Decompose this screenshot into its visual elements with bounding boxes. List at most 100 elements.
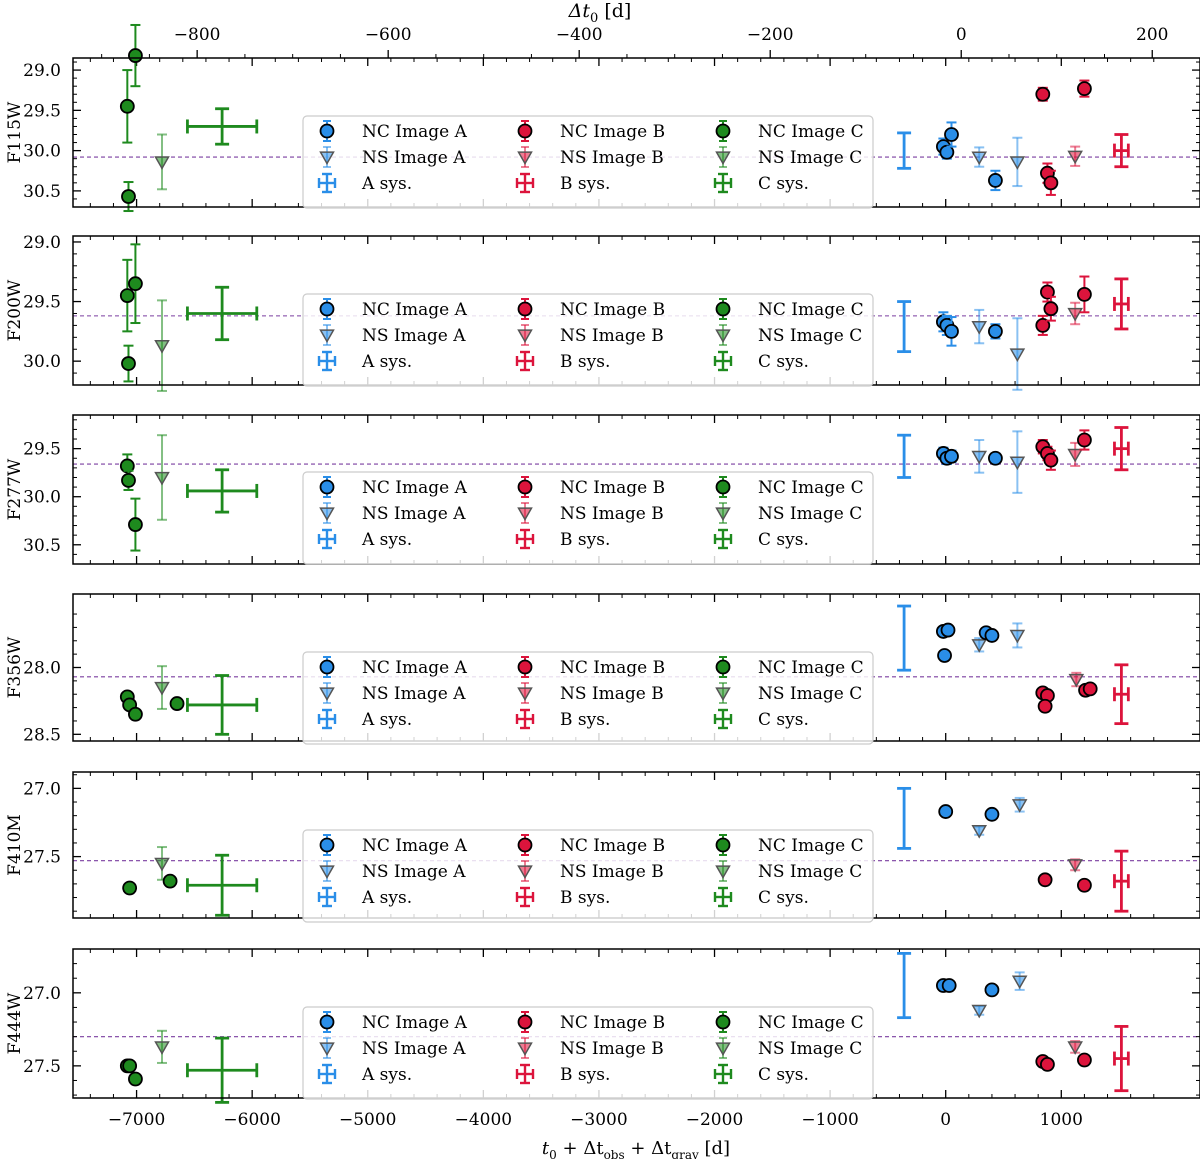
nc-image-a-point bbox=[988, 323, 1003, 339]
legend-label-sys_c: C sys. bbox=[758, 710, 809, 730]
ns-image-b-point bbox=[1067, 307, 1083, 322]
nc-image-c-point bbox=[169, 696, 185, 711]
y-tick-label: 27.0 bbox=[23, 779, 61, 799]
x-axis-label: t0 + Δtobs + Δtgrav [d] bbox=[542, 1138, 730, 1159]
legend-marker-triangle bbox=[715, 151, 731, 166]
legend-label-nc_c: NC Image C bbox=[758, 300, 864, 320]
bottom-axis: −7000 −6000 −5000 −4000 −3000 −2000 −1000 0 1000… bbox=[108, 1110, 1083, 1162]
legend-marker-triangle bbox=[517, 687, 533, 702]
legend-label-ns_c: NS Image C bbox=[758, 684, 862, 704]
top-tick-label: 0 bbox=[956, 25, 967, 45]
legend-marker-triangle bbox=[715, 687, 731, 702]
legend-label-ns_c: NS Image C bbox=[758, 326, 862, 346]
ns-image-c-point bbox=[154, 857, 170, 872]
y-tick-label: 29.5 bbox=[23, 440, 61, 460]
y-tick-label: 29.5 bbox=[23, 101, 61, 121]
legend-label-nc_c: NC Image C bbox=[758, 122, 864, 142]
nc-image-a-point bbox=[940, 622, 956, 638]
ns-image-a-point bbox=[971, 825, 988, 839]
legend-marker-circle bbox=[517, 123, 533, 139]
nc-image-a-point bbox=[944, 448, 959, 464]
legend-label-ns_b: NS Image B bbox=[560, 148, 664, 168]
legend-label-ns_b: NS Image B bbox=[560, 1039, 664, 1059]
nc-image-b-point bbox=[1043, 175, 1059, 191]
top-axis-label: Δt0 [d] bbox=[568, 0, 632, 26]
legend: NC Image A NS Image A A sys. NC Image B NS I… bbox=[302, 1006, 874, 1100]
legend-marker-circle bbox=[517, 659, 533, 675]
legend-marker-triangle bbox=[517, 1042, 533, 1057]
legend-marker-circle bbox=[517, 837, 533, 853]
y-tick-label: 29.0 bbox=[23, 61, 61, 81]
nc-image-a-point bbox=[941, 978, 957, 993]
legend-marker-triangle bbox=[715, 507, 731, 522]
legend-label-sys_b: B sys. bbox=[560, 352, 610, 372]
y-tick-label: 30.0 bbox=[23, 142, 61, 162]
ns-image-a-point bbox=[1009, 629, 1026, 644]
legend-marker-triangle bbox=[319, 865, 335, 880]
legend: NC Image A NS Image A A sys. NC Image B NS I… bbox=[302, 651, 874, 745]
top-tick-label: −600 bbox=[365, 25, 412, 45]
legend-label-ns_a: NS Image A bbox=[362, 1039, 466, 1059]
ns-image-a-point bbox=[1009, 156, 1026, 170]
ns-image-b-point bbox=[1067, 150, 1083, 165]
panel-f277w: 29.5 30.0 30.5 F277W NC Image A NS Image A A s… bbox=[5, 414, 1200, 565]
top-tick-label: −400 bbox=[556, 25, 603, 45]
nc-image-c-point bbox=[122, 880, 138, 896]
legend: NC Image A NS Image A A sys. NC Image B NS I… bbox=[302, 829, 874, 923]
ns-image-a-point bbox=[971, 639, 988, 653]
nc-image-b-point bbox=[1037, 698, 1053, 714]
nc-image-c-point bbox=[128, 48, 143, 63]
ns-image-c-point bbox=[154, 340, 170, 354]
nc-image-b-point bbox=[1077, 287, 1092, 302]
y-tick-label: 29.0 bbox=[23, 233, 61, 253]
x-tick-label: −7000 bbox=[108, 1110, 166, 1130]
nc-image-b-point bbox=[1040, 1057, 1055, 1072]
legend-label-ns_a: NS Image A bbox=[362, 504, 466, 524]
legend-marker-triangle bbox=[319, 329, 335, 344]
nc-image-a-point bbox=[988, 173, 1003, 188]
ns-image-a-point bbox=[1009, 348, 1026, 363]
legend-label-nc_a: NC Image A bbox=[362, 478, 468, 498]
ns-image-a-point bbox=[971, 450, 988, 465]
y-tick-label: 28.0 bbox=[23, 659, 61, 679]
legend-label-ns_c: NS Image C bbox=[758, 148, 862, 168]
legend-marker-triangle bbox=[319, 687, 335, 702]
nc-image-c-point bbox=[128, 276, 143, 292]
panel-f115w: 29.0 29.5 30.0 30.5 F115W NC Image A NS Image … bbox=[5, 23, 1200, 213]
legend-marker-circle bbox=[715, 1014, 731, 1030]
legend-marker-circle bbox=[715, 301, 731, 317]
nc-image-c-point bbox=[119, 98, 135, 114]
ns-image-b-point bbox=[1067, 859, 1083, 873]
legend-label-sys_a: A sys. bbox=[361, 352, 412, 372]
y-axis-label: F356W bbox=[5, 636, 25, 698]
legend-marker-circle bbox=[517, 1014, 533, 1030]
legend-marker-circle bbox=[319, 123, 335, 139]
legend-label-nc_b: NC Image B bbox=[560, 122, 665, 142]
legend-marker-circle bbox=[319, 1014, 335, 1030]
x-tick-label: −5000 bbox=[339, 1110, 397, 1130]
ns-image-a-point bbox=[971, 320, 988, 335]
legend: NC Image A NS Image A A sys. NC Image B NS I… bbox=[302, 293, 874, 387]
legend-label-nc_a: NC Image A bbox=[362, 836, 468, 856]
legend-label-sys_a: A sys. bbox=[361, 530, 412, 550]
nc-image-a-point bbox=[944, 323, 959, 339]
legend-label-ns_a: NS Image A bbox=[362, 684, 466, 704]
legend-marker-circle bbox=[715, 837, 731, 853]
legend-marker-circle bbox=[715, 479, 731, 495]
legend-label-sys_b: B sys. bbox=[560, 710, 610, 730]
nc-image-a-point bbox=[984, 628, 1000, 643]
legend-label-nc_b: NC Image B bbox=[560, 658, 665, 678]
panel-f200w: 29.0 29.5 30.0 F200W NC Image A NS Image A A s… bbox=[5, 233, 1200, 392]
legend-label-sys_c: C sys. bbox=[758, 530, 809, 550]
nc-image-b-point bbox=[1043, 452, 1059, 468]
ns-image-a-point bbox=[1011, 975, 1028, 990]
y-axis-label: F200W bbox=[5, 279, 25, 341]
nc-image-a-point bbox=[937, 648, 952, 663]
legend-marker-circle bbox=[319, 479, 335, 495]
x-tick-label: 1000 bbox=[1040, 1110, 1083, 1130]
legend-label-sys_c: C sys. bbox=[758, 1065, 809, 1085]
nc-image-c-point bbox=[128, 517, 143, 532]
